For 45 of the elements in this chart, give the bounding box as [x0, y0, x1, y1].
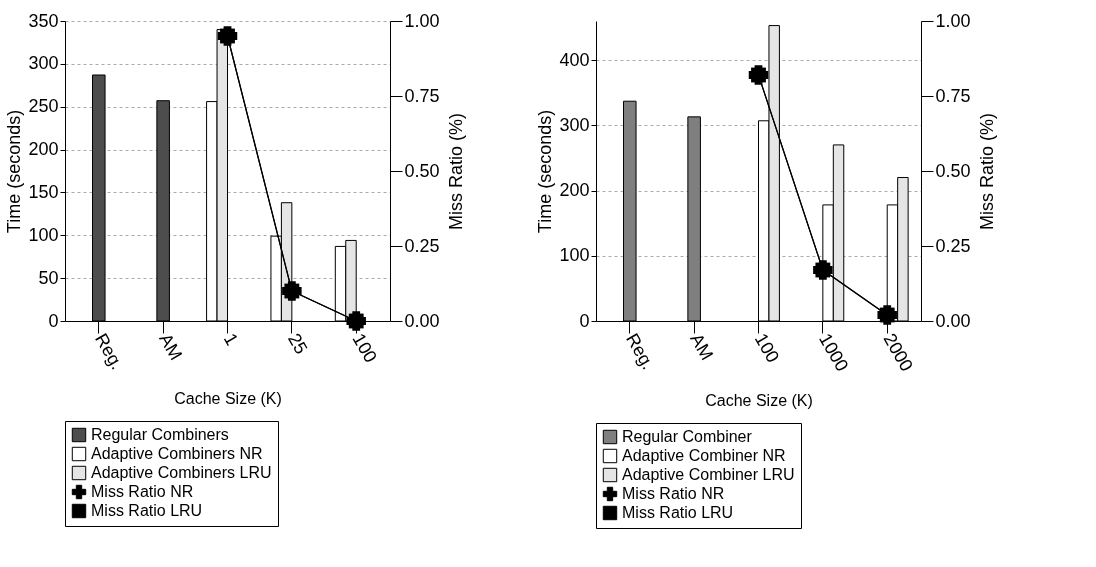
legend-label: Adaptive Combiners NR [91, 445, 263, 462]
y2-tick-label: 0.00 [935, 310, 971, 331]
y-tick-label: 250 [28, 96, 59, 117]
y-axis-title: Time (seconds) [4, 109, 25, 234]
y2-tick-label: 0.25 [935, 235, 971, 256]
y-tick-label: 350 [28, 10, 59, 31]
y-tick-label: 300 [28, 53, 59, 74]
y2-tick-label: 0.00 [404, 310, 440, 331]
y-tick-label: 150 [28, 181, 59, 202]
legend-label: Adaptive Combiner LRU [622, 466, 795, 483]
legend-label: Regular Combiners [91, 426, 229, 443]
x-tick-label: 100 [348, 330, 381, 367]
x-tick-label: AM [155, 330, 187, 364]
y2-tick-label: 0.50 [935, 160, 971, 181]
x-tick-label: 25 [284, 330, 312, 358]
y-axis-title: Time (seconds) [535, 109, 556, 234]
y-tick-label: 200 [559, 180, 590, 201]
y-tick-label: 300 [559, 114, 590, 135]
y2-tick-label: 0.75 [935, 85, 971, 106]
legend-label: Adaptive Combiners LRU [91, 464, 272, 481]
y2-axis-title: Miss Ratio (%) [445, 112, 466, 231]
x-axis-title: Cache Size (K) [174, 389, 282, 407]
legend-label: Miss Ratio NR [622, 485, 725, 502]
y2-tick-label: 0.75 [404, 85, 440, 106]
y-tick-label: 50 [38, 267, 59, 288]
y-tick-label: 0 [579, 310, 590, 331]
y2-tick-label: 1.00 [935, 10, 971, 31]
y2-tick-label: 0.50 [404, 160, 440, 181]
y-tick-label: 0 [48, 310, 59, 331]
legend-label: Miss Ratio LRU [622, 504, 734, 521]
y-tick-label: 100 [559, 245, 590, 266]
y2-tick-label: 1.00 [404, 10, 440, 31]
legend-label: Regular Combiner [622, 428, 753, 445]
legend-label: Adaptive Combiner NR [622, 447, 786, 464]
y-tick-label: 400 [559, 49, 590, 70]
legend-label: Miss Ratio NR [91, 483, 194, 500]
x-tick-label: 100 [750, 330, 784, 367]
y-tick-label: 200 [28, 139, 59, 160]
x-tick-label: AM [686, 330, 718, 364]
legend-label: Miss Ratio LRU [91, 502, 203, 519]
y2-tick-label: 0.25 [404, 235, 440, 256]
y-tick-label: 100 [28, 224, 59, 245]
x-axis-title: Cache Size (K) [705, 391, 813, 409]
x-tick-label: 1 [219, 330, 243, 349]
y2-axis-title: Miss Ratio (%) [976, 112, 997, 231]
